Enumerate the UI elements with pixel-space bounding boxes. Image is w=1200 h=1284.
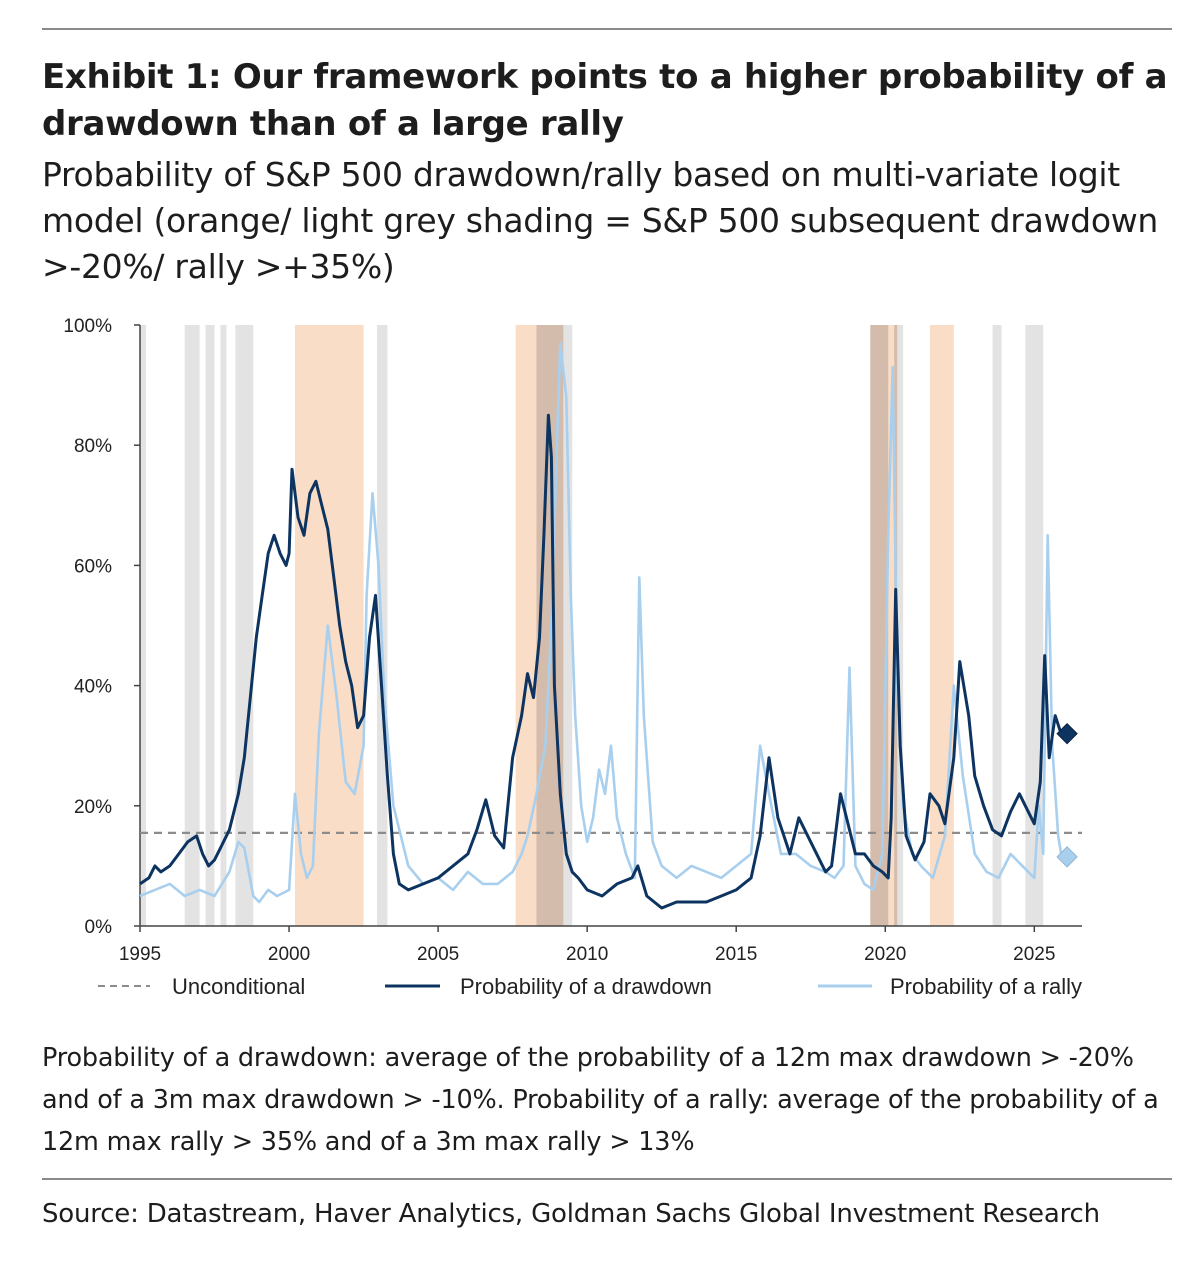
- y-tick-label-5: 100%: [63, 316, 112, 337]
- y-tick-label-0: 0%: [85, 917, 113, 938]
- drawdown-end-marker: [1056, 722, 1078, 745]
- top-rule: [42, 28, 1172, 30]
- drawdown-shade-3: [929, 325, 954, 926]
- y-tick-label-1: 20%: [74, 797, 112, 818]
- y-tick-label-2: 40%: [74, 677, 112, 698]
- drawdown-shade-0: [295, 325, 364, 926]
- x-tick-label-1: 2000: [268, 944, 310, 965]
- rally-shade-2: [205, 325, 215, 926]
- end-markers: [1056, 722, 1078, 868]
- rally-shade-8: [894, 325, 904, 926]
- x-tick-label-3: 2010: [566, 944, 608, 965]
- x-tick-label-0: 1995: [119, 944, 161, 965]
- rally-shade-4: [235, 325, 254, 926]
- rally-end-marker: [1056, 846, 1078, 868]
- rally-shade-3: [220, 325, 227, 926]
- rally-shade-10: [1025, 325, 1044, 926]
- probability-chart: 0% 20% 40% 60% 80% 100% 1995 2000 2005 2010 2015 20…: [63, 316, 1082, 999]
- chart-legend: Unconditional Probability of a drawdown …: [98, 974, 1082, 999]
- chart-footnote: Probability of a drawdown: average of th…: [42, 1043, 1159, 1157]
- y-tick-label-4: 80%: [74, 436, 112, 457]
- rally-shade-9: [992, 325, 1002, 926]
- x-tick-label-5: 2020: [864, 944, 906, 965]
- chart-axes: 0% 20% 40% 60% 80% 100% 1995 2000 2005 2010 2015 20…: [63, 316, 1082, 965]
- bottom-rule: [42, 1178, 1172, 1180]
- drawdown-probability-line: [139, 413, 1063, 910]
- x-tick-label-2: 2005: [417, 944, 459, 965]
- x-tick-label-4: 2015: [715, 944, 757, 965]
- rally-shade-1: [184, 325, 200, 926]
- exhibit-subtitle: Probability of S&P 500 drawdown/rally ba…: [42, 155, 1159, 286]
- rally-shade-0: [140, 325, 146, 926]
- exhibit-title: Exhibit 1: Our framework points to a hig…: [42, 57, 1168, 144]
- x-tick-label-6: 2025: [1013, 944, 1055, 965]
- rally-probability-line: [139, 341, 1063, 904]
- legend-unconditional-label: Unconditional: [172, 974, 305, 999]
- legend-rally-label: Probability of a rally: [890, 974, 1082, 999]
- legend-drawdown-label: Probability of a drawdown: [460, 974, 712, 999]
- source-note: Source: Datastream, Haver Analytics, Gol…: [42, 1199, 1100, 1229]
- y-tick-label-3: 60%: [74, 556, 112, 577]
